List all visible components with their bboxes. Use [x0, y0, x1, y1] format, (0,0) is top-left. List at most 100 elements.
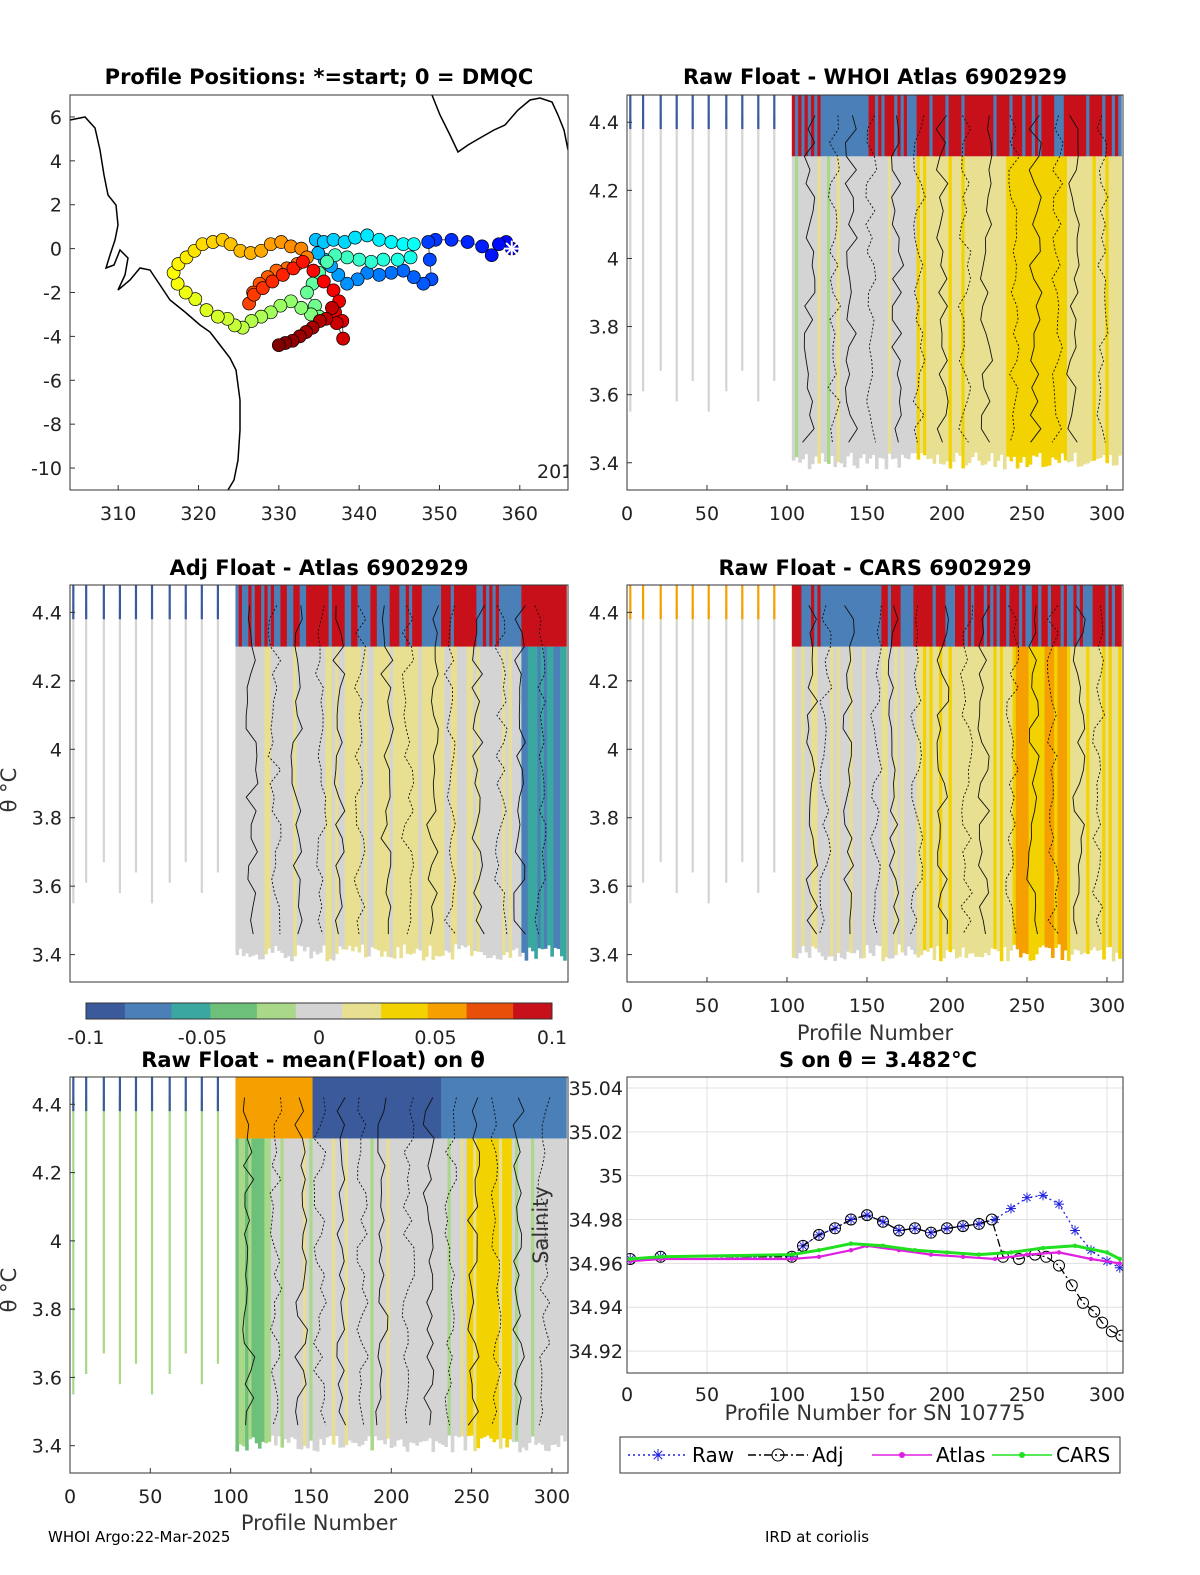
heatmap-top-cell	[547, 585, 551, 647]
heatmap-top-cell	[1070, 95, 1074, 157]
heatmap-top-cell	[486, 585, 490, 647]
heatmap-cell	[527, 646, 532, 948]
x-tick-label: 200	[929, 1384, 965, 1406]
early-profile-top	[773, 95, 776, 130]
heatmap-cell	[967, 646, 972, 954]
legend-label: Atlas	[936, 1443, 985, 1467]
cars-marker	[880, 1243, 886, 1249]
heatmap-cell	[919, 646, 924, 956]
heatmap-cell	[868, 156, 873, 459]
early-profile-top	[675, 95, 678, 130]
heatmap-cell	[1102, 646, 1106, 960]
x-tick-label: 150	[849, 995, 885, 1017]
heatmap-cell	[476, 646, 481, 952]
heatmap-cell	[1083, 156, 1087, 465]
positions-axes-box	[69, 94, 569, 491]
colorbar-cell	[381, 1003, 390, 1019]
contour-line	[245, 605, 259, 935]
heatmap-top-cell	[376, 585, 381, 647]
heatmap-cell	[437, 1138, 442, 1444]
heatmap-cell	[1038, 156, 1042, 453]
heatmap-top-cell	[1083, 585, 1087, 647]
heatmap-cell	[1076, 646, 1081, 951]
heatmap-top-cell	[1089, 585, 1093, 647]
heatmap-cell	[884, 156, 889, 470]
colorbar-cell	[365, 1003, 374, 1019]
y-tick-label: 3.8	[32, 1299, 62, 1321]
cars-marker	[816, 1248, 822, 1253]
heatmap-top-cell	[1079, 95, 1084, 157]
heatmap-cell	[955, 156, 959, 453]
heatmap-top-cell	[1089, 95, 1093, 157]
heatmap-top-cell	[926, 585, 930, 647]
heatmap-top-cell	[945, 95, 949, 157]
heatmap-cell	[1108, 646, 1113, 947]
heatmap-cell	[955, 646, 959, 959]
x-tick-label: 250	[1009, 1384, 1045, 1406]
heatmap-top-cell	[1118, 95, 1122, 157]
colorbar-cell	[295, 1003, 304, 1019]
heatmap-top-cell	[302, 1077, 307, 1139]
heatmap-top-cell	[264, 585, 268, 647]
colorbar-cell	[544, 1003, 553, 1019]
heatmap-top-cell	[971, 95, 975, 157]
heatmap-cell	[389, 646, 394, 958]
heatmap-cell	[415, 1138, 419, 1446]
contour-line	[471, 605, 485, 935]
heatmap-cell	[942, 156, 946, 465]
heatmap-top-cell	[534, 1077, 538, 1139]
heatmap-cell	[1009, 156, 1013, 462]
early-profile-top	[725, 95, 728, 130]
heatmap-top-cell	[277, 1077, 281, 1139]
x-tick-label: 300	[1089, 503, 1125, 525]
heatmap-top-cell	[270, 585, 275, 647]
heatmap-top-cell	[951, 95, 956, 157]
adj-marker	[985, 1213, 998, 1226]
legend-marker	[771, 1448, 785, 1462]
coastline-north	[431, 95, 568, 154]
heatmap-cell	[412, 1138, 416, 1444]
heatmap-cell	[939, 646, 943, 962]
heatmap-cell	[907, 646, 911, 947]
adj-atlas-axes-box	[69, 584, 569, 983]
heatmap-cell	[264, 1138, 268, 1444]
heatmap-cell	[441, 1138, 445, 1445]
early-profile-strip	[629, 605, 632, 904]
heatmap-cell	[903, 646, 908, 956]
y-tick-label: 3.6	[589, 876, 619, 898]
contour-line	[1028, 115, 1043, 443]
heatmap-top-cell	[450, 1077, 455, 1139]
heatmap-top-cell	[1038, 585, 1042, 647]
heatmap-top-cell	[357, 585, 362, 647]
early-profile-top	[118, 585, 121, 620]
colorbar-cell	[458, 1003, 468, 1019]
heatmap-cell	[1111, 156, 1116, 466]
atlas-marker	[789, 1256, 794, 1262]
heatmap-top-cell	[482, 1077, 487, 1139]
colorbar-cell	[101, 1003, 110, 1019]
heatmap-top-cell	[511, 1077, 516, 1139]
heatmap-top-cell	[392, 1077, 397, 1139]
x-tick-label: 100	[769, 503, 805, 525]
heatmap-top-cell	[476, 1077, 481, 1139]
heatmap-top-cell	[322, 1077, 326, 1139]
contour-line	[1046, 605, 1060, 935]
heatmap-top-cell	[801, 585, 805, 647]
heatmap-top-cell	[251, 1077, 256, 1139]
heatmap-top-cell	[852, 95, 857, 157]
heatmap-cell	[1051, 156, 1055, 458]
heatmap-top-cell	[1102, 95, 1106, 157]
cars-marker	[1104, 1250, 1110, 1255]
heatmap-top-cell	[328, 585, 333, 647]
x-tick-label: 50	[138, 1486, 162, 1508]
heatmap-cell	[916, 156, 921, 460]
early-profile-strip	[184, 1097, 187, 1354]
heatmap-cell	[897, 646, 901, 945]
heatmap-cell	[795, 646, 799, 959]
heatmap-top-cell	[550, 585, 554, 647]
heatmap-top-cell	[559, 585, 564, 647]
heatmap-cell	[306, 646, 310, 947]
heatmap-cell	[534, 1138, 538, 1445]
early-profile-top	[741, 585, 744, 620]
heatmap-cell	[296, 1138, 301, 1450]
